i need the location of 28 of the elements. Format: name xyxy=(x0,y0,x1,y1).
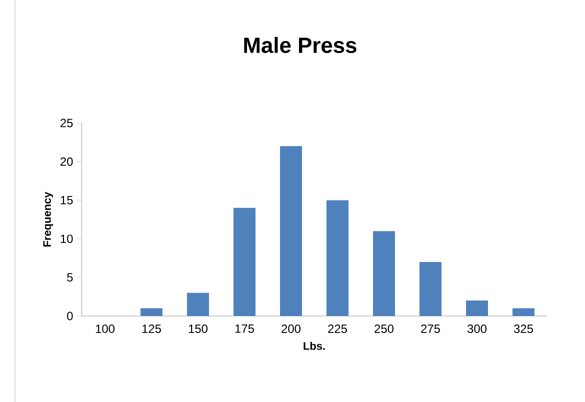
y-tick-label: 0 xyxy=(67,312,73,320)
y-axis-title: Frequency xyxy=(43,192,54,246)
x-tick-label: 275 xyxy=(421,324,440,333)
bar xyxy=(280,146,302,316)
bar xyxy=(466,300,488,316)
bar xyxy=(187,292,209,316)
chart-title: Male Press xyxy=(244,36,356,54)
y-tick-label: 15 xyxy=(60,196,73,204)
bar xyxy=(326,200,348,316)
x-tick-label: 125 xyxy=(142,324,161,333)
bar xyxy=(373,231,395,316)
y-tick-label: 10 xyxy=(60,234,73,244)
y-tick-label: 5 xyxy=(67,273,73,282)
bar xyxy=(512,308,534,316)
bar xyxy=(140,308,162,316)
bar xyxy=(234,208,256,316)
x-axis-title: Lbs. xyxy=(304,342,325,350)
bar xyxy=(420,262,442,316)
x-tick-label: 300 xyxy=(467,324,487,333)
x-tick-label: 200 xyxy=(282,324,301,333)
x-tick-label: 100 xyxy=(96,324,115,333)
x-tick-label: 150 xyxy=(188,324,208,333)
x-tick-label: 175 xyxy=(235,324,254,333)
y-tick-label: 20 xyxy=(60,157,73,166)
x-tick-label: 250 xyxy=(374,324,394,333)
x-tick-label: 225 xyxy=(328,324,347,333)
x-tick-label: 325 xyxy=(514,324,533,333)
y-tick-label: 25 xyxy=(60,118,73,128)
